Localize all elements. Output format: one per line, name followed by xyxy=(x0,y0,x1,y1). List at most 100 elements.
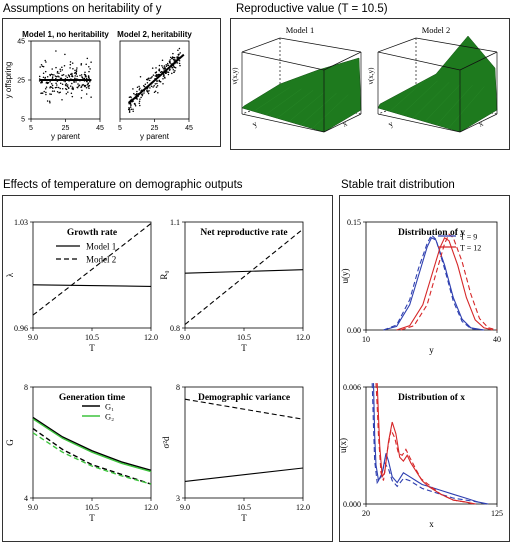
heritability-model2-xtick-label: 5 xyxy=(118,125,122,132)
heritability-model1-point xyxy=(52,87,54,89)
generation-time-xtick-label: 12.0 xyxy=(144,503,158,512)
distribution-y-legend-label: T = 9 xyxy=(460,233,477,242)
heritability-model2-point xyxy=(169,68,171,70)
distribution-y-ytick-label: 0.00 xyxy=(347,326,361,335)
heritability-model1-point xyxy=(63,65,66,67)
repro-model2-surface-mesh xyxy=(389,79,426,112)
heritability-model1-point xyxy=(84,71,86,74)
heritability-model1-point xyxy=(70,92,73,94)
repro-model1-box-edge xyxy=(241,37,281,53)
heritability-model1-point xyxy=(42,65,45,68)
heritability-model1-point xyxy=(65,93,68,95)
heritability-model2-point xyxy=(168,60,171,62)
heritability-model2-point xyxy=(147,79,149,81)
heritability-model2-point xyxy=(128,106,130,109)
heritability-model1-point xyxy=(51,68,53,70)
heritability-model1-point xyxy=(58,72,60,74)
heritability-model1-point xyxy=(71,72,73,75)
heritability-model1-xtick-label: 45 xyxy=(96,125,104,132)
generation-time-series-1-line xyxy=(32,418,152,473)
heritability-model1-point xyxy=(39,66,41,68)
heritability-model2-point xyxy=(173,60,176,62)
heritability-model1-point xyxy=(85,87,88,89)
heritability-model1-point xyxy=(45,86,48,88)
heritability-model2-point xyxy=(128,110,131,112)
heritability-model1-point xyxy=(78,84,81,87)
heritability-model1-point xyxy=(82,83,84,86)
heritability-model2-point xyxy=(132,88,134,90)
heritability-model1-point xyxy=(71,62,74,64)
heritability-model1-point xyxy=(80,97,83,99)
distribution-x-series-0-line xyxy=(372,383,489,505)
reproductive-section-title: Reproductive value (T = 10.5) xyxy=(236,3,388,15)
heritability-model2-point xyxy=(139,98,141,100)
heritability-model2-point xyxy=(151,67,154,69)
heritability-model2-point xyxy=(163,68,166,70)
heritability-model2-point xyxy=(144,83,147,85)
heritability-model1-point xyxy=(40,80,43,83)
distribution-x-xtick-label: 20 xyxy=(362,509,370,518)
heritability-model1-point xyxy=(84,85,86,88)
reproductive-frame xyxy=(230,18,510,150)
stable-section-title: Stable trait distribution xyxy=(341,179,455,191)
distribution-y-title: Distribution of y xyxy=(398,228,465,238)
growth-rate-ytick-label: 0.96 xyxy=(14,324,28,333)
heritability-model2-point xyxy=(134,93,136,96)
repro-model2-title: Model 2 xyxy=(422,25,451,35)
repro-model1-axis-x-label: x xyxy=(341,119,349,129)
heritability-model2-point xyxy=(149,87,151,89)
heritability-model1-point xyxy=(59,82,62,84)
heritability-model1-point xyxy=(49,74,52,77)
heritability-model2-xlabel: y parent xyxy=(140,132,170,141)
heritability-model2-point xyxy=(148,79,151,82)
heritability-model2-xtick-label: 25 xyxy=(151,125,159,132)
heritability-model1-point xyxy=(56,91,59,93)
heritability-model1-point xyxy=(88,87,90,89)
heritability-model2-point xyxy=(157,73,160,76)
heritability-model1-point xyxy=(76,67,78,69)
heritability-model1-point xyxy=(74,77,76,79)
heritability-model1-point xyxy=(71,95,74,98)
heritability-model1-point xyxy=(90,96,92,98)
heritability-model2-point xyxy=(154,90,157,93)
distribution-y-xtick-label: 40 xyxy=(493,335,501,344)
generation-time-ytick-label: 8 xyxy=(24,383,28,392)
heritability-model2-fit-line xyxy=(127,53,185,105)
heritability-model1-point xyxy=(77,83,79,85)
heritability-model1-point xyxy=(51,90,54,92)
demographic-variance-series-1-line xyxy=(184,398,304,420)
heritability-model1-point xyxy=(89,68,91,70)
heritability-model2-point xyxy=(162,82,164,85)
heritability-model1-point xyxy=(49,102,51,104)
distribution-y-plot-box xyxy=(365,221,498,331)
heritability-model1-point xyxy=(50,93,52,96)
repro-model1-box-edge xyxy=(323,51,362,71)
heritability-model1-point xyxy=(69,73,72,76)
heritability-model2-point xyxy=(140,96,142,99)
heritability-model1-point xyxy=(57,86,60,89)
distribution-y-series-1-line xyxy=(383,234,484,331)
heritability-model2-point xyxy=(152,86,154,88)
heritability-model2-point xyxy=(152,74,155,76)
heritability-model2-point xyxy=(156,82,158,85)
heritability-model1-point xyxy=(44,59,46,62)
distribution-y-legend-label: T = 12 xyxy=(460,244,481,253)
heritability-model2-point xyxy=(166,62,169,65)
heritability-frame xyxy=(2,18,221,147)
heritability-model2-point xyxy=(165,65,168,68)
heritability-model2-point xyxy=(130,104,132,107)
repro-model1-surface xyxy=(241,57,362,133)
heritability-model1-point xyxy=(53,90,56,92)
demographic-variance-series-0-line xyxy=(184,467,304,482)
heritability-model2-point xyxy=(136,90,138,93)
repro-model1-surface-mesh xyxy=(300,92,337,126)
distribution-x-xtick-label: 125 xyxy=(491,509,503,518)
heritability-model2-point xyxy=(133,92,135,95)
heritability-model2-point xyxy=(177,56,179,59)
growth-rate-xtick-label: 10.5 xyxy=(85,333,99,342)
demographic-variance-title: Demographic variance xyxy=(198,393,290,403)
heritability-model2-point xyxy=(156,85,159,87)
repro-model1-axis-y-label: y xyxy=(250,119,258,129)
heritability-model2-point xyxy=(159,71,162,74)
